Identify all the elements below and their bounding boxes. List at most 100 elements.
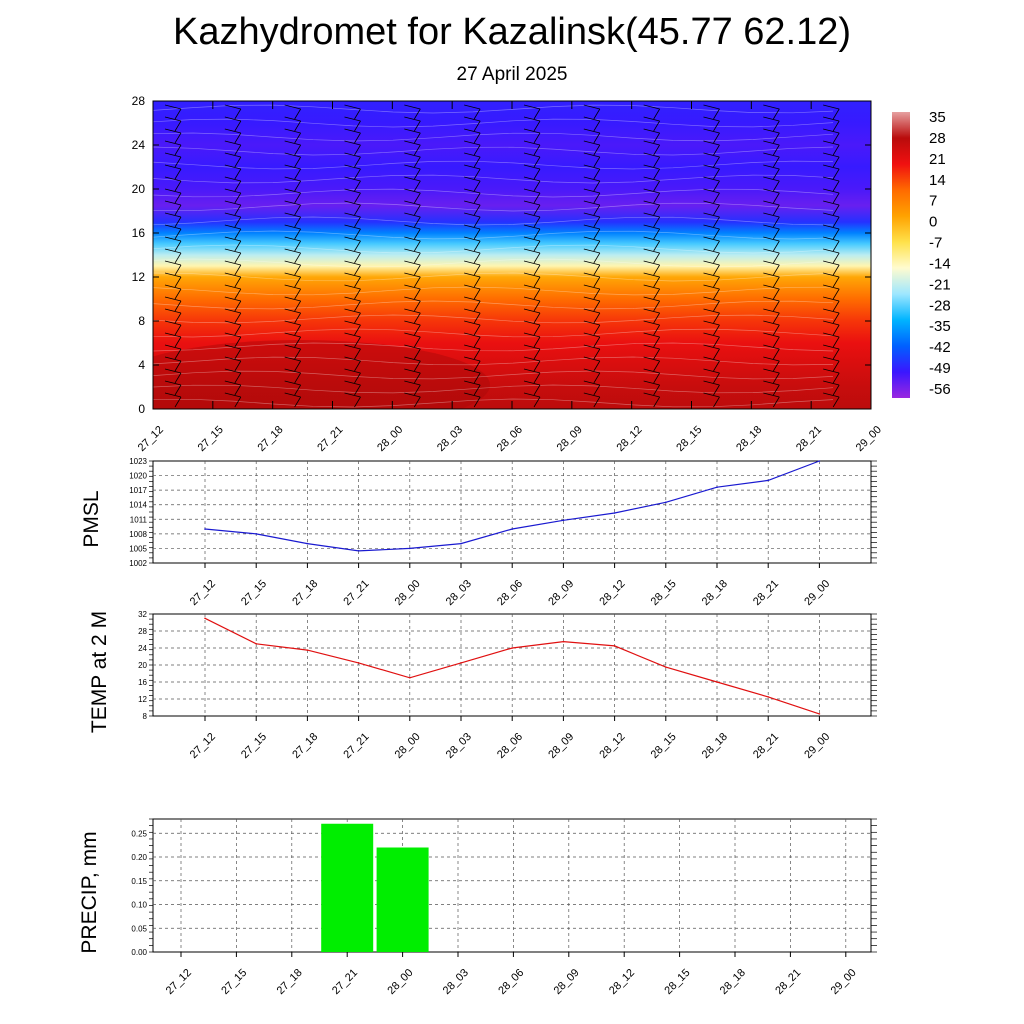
wind-barb-staff [533,252,541,264]
wind-barb [164,140,182,156]
wind-barb [284,308,302,324]
wind-barb-flag [703,332,720,338]
wind-barb [224,128,242,144]
wind-barb-staff [772,276,780,288]
x-tick-label: 27_18 [290,731,320,761]
wind-barb-staff [593,252,601,264]
wind-barb-staff [294,336,302,348]
wind-barb-staff [473,324,481,336]
wind-barb [344,152,361,168]
wind-barb-flag [164,332,182,338]
wind-barb-flag [643,308,660,314]
x-tick-label: 28_03 [444,578,474,608]
wind-barb-flag [583,284,600,290]
wind-barb-staff [234,144,242,156]
wind-barb-staff [832,276,840,288]
wind-barb [643,188,661,204]
wind-barb [464,152,481,168]
wind-barb-flag [763,248,780,254]
wind-barb [583,272,601,288]
wind-barb-staff [413,360,421,372]
wind-barb [224,140,242,156]
wind-barb [643,176,661,192]
wind-barb [464,248,481,264]
wind-barb-flag [404,176,421,182]
wind-barb [164,260,182,276]
wind-barb-flag [164,128,182,134]
colorbar-label: 28 [929,130,946,147]
wind-barb-staff [533,228,541,240]
wind-barb-staff [294,312,302,324]
y-tick-label: 1017 [129,486,147,495]
wind-barb-flag [643,296,660,302]
wind-barb [464,392,481,408]
wind-barb-staff [413,180,421,192]
wind-barb-staff [713,288,720,300]
wind-barb-staff [772,252,780,264]
wind-barb [404,320,421,336]
wind-barb [763,392,780,408]
wind-barb-flag [823,248,840,254]
wind-barb-staff [713,360,720,372]
wind-barb-flag [284,236,301,242]
wind-barb-staff [294,360,302,372]
wind-barb [404,164,421,180]
wind-barb-staff [354,312,361,324]
wind-barb [583,392,601,408]
wind-barb-staff [354,276,361,288]
wind-barb-staff [653,396,661,408]
wind-barb-staff [653,168,661,180]
wind-barb [464,128,481,144]
wind-barb [763,116,780,132]
wind-barb-staff [294,324,302,336]
x-tick-label: 28_00 [375,424,405,454]
x-tick-label: 27_18 [255,424,285,454]
pmsl-point [255,533,257,535]
wind-barb-flag [763,392,780,398]
x-tick-label: 28_00 [385,967,415,997]
wind-barb-staff [354,180,361,192]
wind-barb [404,308,421,324]
colorbar-label: 35 [929,109,946,126]
wind-barb [523,284,541,300]
wind-barb-staff [234,336,242,348]
wind-barb-staff [593,312,601,324]
wind-barb-flag [404,104,421,110]
wind-barb [703,296,720,312]
wind-barb [464,344,481,360]
wind-barb [523,272,541,288]
wind-barb-staff [234,360,242,372]
wind-barb-staff [413,168,421,180]
wind-barb-staff [413,312,421,324]
wind-barb-flag [464,164,481,170]
pmsl-point [357,550,360,552]
wind-barb-staff [354,204,361,216]
wind-barb [404,236,421,252]
wind-barb-flag [763,152,780,158]
wind-barb [763,164,780,180]
wind-barb [823,308,840,324]
wind-barb-flag [464,116,481,122]
wind-barbs [164,104,840,408]
wind-barb [464,272,481,288]
wind-barb [344,380,361,396]
wind-barb-staff [473,348,481,360]
wind-barb-staff [354,228,361,240]
y-tick-label: 16 [132,226,146,240]
wind-barb-staff [713,312,720,324]
colorbar-label: 0 [929,214,937,231]
wind-barb-staff [832,192,840,204]
wind-barb [284,356,302,372]
x-tick-label: 28_03 [441,967,471,997]
wind-barb-staff [653,384,661,396]
wind-barb-staff [294,132,302,144]
wind-barb [523,260,541,276]
wind-barb [404,248,421,264]
wind-barb-flag [823,200,840,206]
wind-barb-flag [763,368,780,374]
wind-barb-staff [294,204,302,216]
wind-barb-flag [523,200,541,206]
wind-barb-flag [224,224,241,230]
wind-barb-staff [294,120,302,132]
wind-barb [404,140,421,156]
